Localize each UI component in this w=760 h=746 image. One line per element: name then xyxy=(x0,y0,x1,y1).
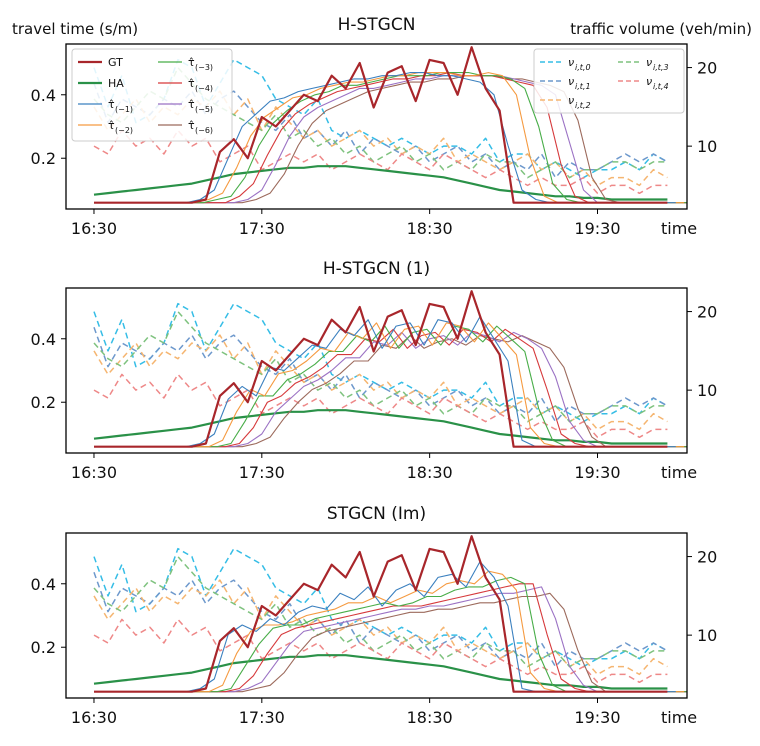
x-tick-label: 17:30 xyxy=(239,219,285,238)
x-tick-label: 19:30 xyxy=(574,219,620,238)
legend-sub-v0: i,t,0 xyxy=(575,63,591,72)
legend-sub-v2: i,t,2 xyxy=(575,101,591,110)
chart-panel-2: H-STGCN (1) 16:30 17:30 18:30 19:30 time 0.2 0.… xyxy=(31,259,718,482)
series-line-ha xyxy=(93,165,668,201)
legend-label-v0: ν xyxy=(568,56,574,69)
legend-label-p6: τ̂ xyxy=(188,119,195,132)
x-tick-label: 18:30 xyxy=(407,219,453,238)
series-line-v0 xyxy=(93,547,668,668)
y-right-tick-label: 10 xyxy=(697,381,717,400)
legend-label-v1: ν xyxy=(568,75,574,88)
legend-label-p3: τ̂ xyxy=(188,56,195,69)
legend-label-v3: ν xyxy=(646,56,652,69)
y-right-tick-label: 20 xyxy=(697,59,717,78)
chart-panel-3: STGCN (Im) 16:30 17:30 18:30 19:30 time 0.2 0.4… xyxy=(31,504,718,727)
y-tick-label: 0.4 xyxy=(31,575,56,594)
x-axis-label: time xyxy=(661,708,697,727)
series-line-ha xyxy=(93,409,668,445)
series-line-v4 xyxy=(93,618,668,684)
y-tick-label: 0.4 xyxy=(31,86,56,105)
chart-panel-1: H-STGCN 16:30 17:30 18:30 19:30 time 0.2 0.4 10 2… xyxy=(31,15,718,238)
plot-frame xyxy=(65,287,688,454)
legend-sub-p6: (−6) xyxy=(195,126,213,135)
x-tick-label: 16:30 xyxy=(71,463,117,482)
legend-label-v4: ν xyxy=(646,75,652,88)
series-line-gt xyxy=(94,290,668,448)
y-right-tick-label: 20 xyxy=(697,303,717,322)
x-tick-label: 19:30 xyxy=(574,708,620,727)
y-right-tick-label: 10 xyxy=(697,626,717,645)
legend-label-p4: τ̂ xyxy=(188,77,195,90)
x-tick-label: 18:30 xyxy=(407,708,453,727)
legend-sub-p4: (−4) xyxy=(195,84,213,93)
x-tick-label: 16:30 xyxy=(71,219,117,238)
series-line-v1 xyxy=(93,327,668,423)
series-line-v4 xyxy=(93,373,668,439)
series-line-v3 xyxy=(93,310,668,423)
legend-label-ha: HA xyxy=(108,77,124,90)
series-line-gt xyxy=(94,46,668,204)
legend-label-v2: ν xyxy=(568,94,574,107)
plot-frame xyxy=(65,532,688,699)
y-right-tick-label: 20 xyxy=(697,548,717,567)
series-line-v3 xyxy=(93,66,668,179)
series-line-v3 xyxy=(93,555,668,668)
series-line-p3 xyxy=(119,325,687,448)
series-line-ha xyxy=(93,654,668,690)
y-right-tick-label: 10 xyxy=(697,137,717,156)
legend-label-p1: τ̂ xyxy=(108,98,115,111)
legend-right-box xyxy=(533,48,685,114)
y-tick-label: 0.2 xyxy=(31,393,56,412)
x-tick-label: 16:30 xyxy=(71,708,117,727)
legend-left-box xyxy=(71,48,233,142)
series-group xyxy=(93,535,687,693)
legend-sub-p3: (−3) xyxy=(195,63,213,72)
chart-title: H-STGCN (1) xyxy=(323,259,430,279)
series-line-v4 xyxy=(93,129,668,195)
legend-sub-v1: i,t,1 xyxy=(575,82,591,91)
y-tick-label: 0.2 xyxy=(31,638,56,657)
legend-sub-p5: (−5) xyxy=(195,105,213,114)
chart-panels: H-STGCN 16:30 17:30 18:30 19:30 time 0.2 0.4 10 2… xyxy=(31,15,718,727)
legend-sub-v4: i,t,4 xyxy=(653,82,669,91)
legend-sub-v3: i,t,3 xyxy=(653,63,669,72)
chart-title: STGCN (Im) xyxy=(327,504,426,524)
plot-frame xyxy=(65,43,688,210)
x-tick-label: 17:30 xyxy=(239,708,285,727)
series-line-p4 xyxy=(127,583,687,693)
x-tick-label: 19:30 xyxy=(574,463,620,482)
series-line-v0 xyxy=(93,302,668,423)
legend-label-gt: GT xyxy=(108,56,123,69)
y-tick-label: 0.4 xyxy=(31,330,56,349)
left-y-axis-label: travel time (s/m) xyxy=(12,20,138,38)
series-group xyxy=(93,290,687,448)
right-y-axis-label: traffic volume (veh/min) xyxy=(570,20,752,38)
chart-title: H-STGCN xyxy=(338,15,416,35)
legend-sub-p1: (−1) xyxy=(115,105,133,114)
series-line-gt xyxy=(94,535,668,693)
legend-label-p2: τ̂ xyxy=(108,119,115,132)
x-axis-label: time xyxy=(661,219,697,238)
legend-label-p5: τ̂ xyxy=(188,98,195,111)
x-tick-label: 17:30 xyxy=(239,463,285,482)
series-line-p2 xyxy=(110,322,685,448)
legend-sub-p2: (−2) xyxy=(115,126,133,135)
series-group xyxy=(93,46,687,204)
legend-right: ν i,t,0ν i,t,1ν i,t,2ν i,t,3ν i,t,4 xyxy=(533,48,685,114)
x-tick-label: 18:30 xyxy=(407,463,453,482)
y-tick-label: 0.2 xyxy=(31,149,56,168)
x-axis-label: time xyxy=(661,463,697,482)
